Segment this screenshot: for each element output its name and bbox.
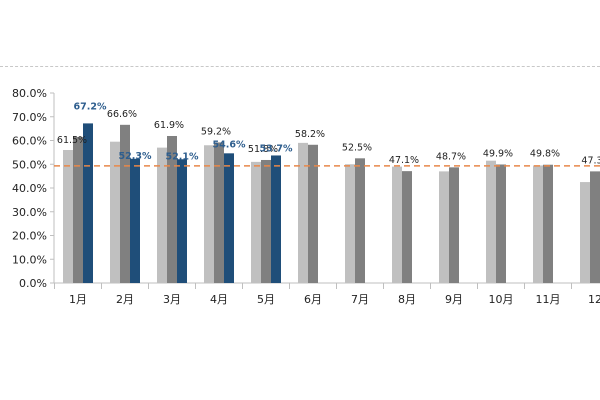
y-tick-label: 30.0%	[12, 206, 47, 219]
y-tick-label: 60.0%	[12, 135, 47, 148]
data-label-series-2: 49.8%	[530, 149, 560, 160]
bar-series-1-7月	[345, 164, 355, 283]
y-tick-label: 40.0%	[12, 182, 47, 195]
y-tick-label: 80.0%	[12, 87, 47, 100]
data-label-series-3: 53.7%	[260, 143, 293, 154]
data-label-series-2: 47.3	[581, 155, 600, 166]
data-label-series-2: 47.1%	[389, 155, 419, 166]
bar-series-1-5月	[251, 161, 261, 283]
top-dashed-divider	[0, 66, 600, 67]
data-label-series-3: 54.6%	[213, 139, 246, 150]
bar-series-1-1月	[63, 150, 73, 283]
bar-series-1-8月	[392, 166, 402, 283]
data-label-series-2: 66.6%	[107, 109, 137, 120]
x-category-label: 4月	[210, 293, 228, 306]
bar-series-2-8月	[402, 171, 412, 283]
bar-series-3-5月	[271, 155, 281, 283]
x-category-label: 6月	[304, 293, 322, 306]
data-label-series-2: 61.5%	[57, 135, 87, 146]
bar-series-1-3月	[157, 147, 167, 283]
data-label-series-2: 48.7%	[436, 151, 466, 162]
y-tick-label: 70.0%	[12, 111, 47, 124]
x-category-label: 11月	[536, 293, 561, 306]
bar-series-2-2月	[120, 124, 130, 283]
data-label-series-2: 59.2%	[201, 126, 231, 137]
bar-series-3-3月	[177, 159, 187, 283]
bar-series-2-4月	[214, 142, 224, 283]
bar-series-3-2月	[130, 158, 140, 283]
bar-series-1-9月	[439, 171, 449, 283]
bar-series-1-2月	[110, 141, 120, 283]
x-category-label: 7月	[351, 293, 369, 306]
y-tick-label: 20.0%	[12, 230, 47, 243]
bar-series-2-5月	[261, 159, 271, 283]
bar-series-3-4月	[224, 153, 234, 283]
x-category-label: 8月	[398, 293, 416, 306]
bar-series-1-11月	[533, 165, 543, 283]
x-category-label: 1月	[69, 293, 87, 306]
data-label-series-3: 52.3%	[119, 151, 152, 162]
bar-series-1-4月	[204, 145, 214, 283]
x-category-label: 9月	[445, 293, 463, 306]
data-label-series-2: 58.2%	[295, 129, 325, 140]
x-category-label: 12	[588, 293, 600, 306]
bar-series-2-12	[590, 171, 600, 283]
x-category-label: 2月	[116, 293, 134, 306]
data-label-series-3: 52.1%	[166, 151, 199, 162]
x-category-label: 10月	[489, 293, 514, 306]
bar-series-2-3月	[167, 135, 177, 283]
data-label-series-2: 49.9%	[483, 148, 513, 159]
data-label-series-2: 52.5%	[342, 142, 372, 153]
bar-series-2-7月	[355, 158, 365, 283]
bar-series-2-1月	[73, 136, 83, 283]
x-category-label: 3月	[163, 293, 181, 306]
bar-series-2-6月	[308, 144, 318, 283]
bar-series-1-10月	[486, 160, 496, 283]
bar-series-1-12	[580, 182, 590, 283]
data-label-series-2: 61.9%	[154, 120, 184, 131]
bar-series-1-6月	[298, 142, 308, 283]
bar-series-2-10月	[496, 164, 506, 283]
y-tick-label: 0.0%	[19, 277, 47, 290]
bar-series-3-1月	[83, 123, 93, 284]
bar-series-2-11月	[543, 164, 553, 283]
x-category-label: 5月	[257, 293, 275, 306]
data-label-series-2: 51.8%	[248, 144, 278, 155]
data-label-series-3: 67.2%	[74, 101, 107, 112]
bar-series-2-9月	[449, 167, 459, 283]
y-tick-label: 10.0%	[12, 253, 47, 266]
y-tick-label: 50.0%	[12, 158, 47, 171]
